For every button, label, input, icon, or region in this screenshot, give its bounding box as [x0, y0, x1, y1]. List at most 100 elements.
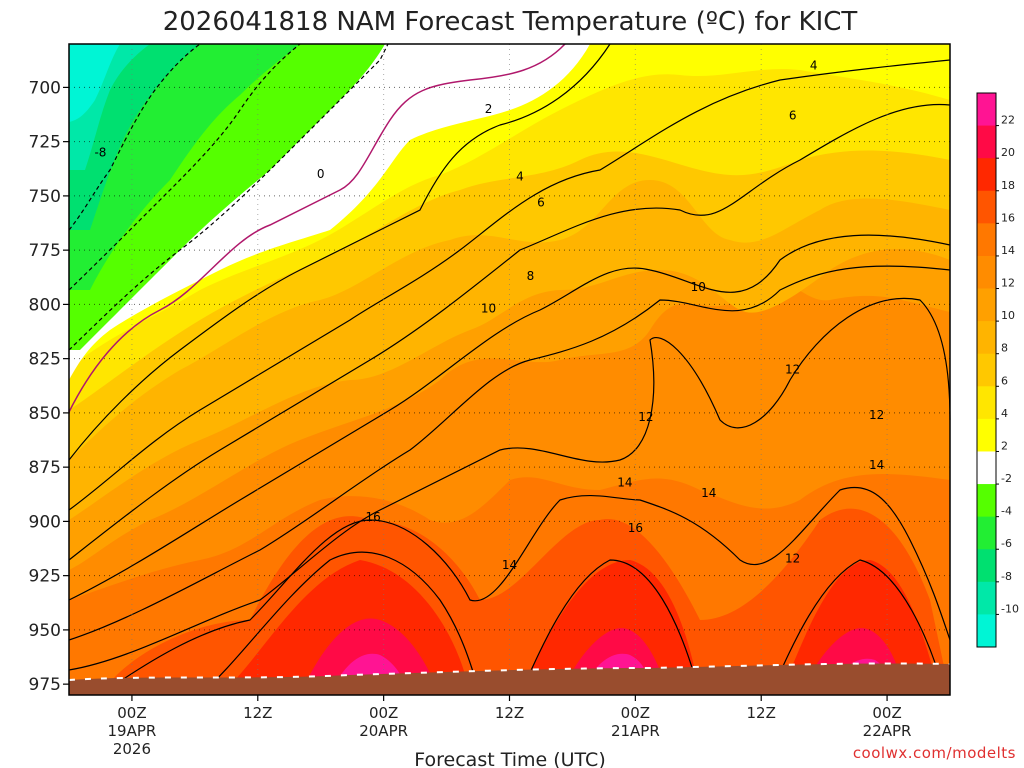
y-tick-label: 750	[29, 187, 61, 207]
y-tick-label: 800	[29, 295, 61, 315]
colorbar-label: 18	[1001, 179, 1015, 192]
colorbar-label: 16	[1001, 211, 1015, 224]
x-tick-label: 00Z	[621, 704, 650, 722]
colorbar-label: 8	[1001, 342, 1008, 355]
contour-label: 12	[785, 551, 800, 565]
y-tick-label: 875	[29, 458, 61, 478]
x-tick-label: 19APR	[108, 722, 157, 740]
contour-label: 14	[617, 475, 632, 489]
colorbar-swatch	[977, 223, 996, 257]
contour-neg4	[68, 43, 389, 351]
colorbar-label: -10	[1001, 602, 1019, 615]
x-tick-label: 12Z	[747, 704, 776, 722]
grid-lines	[69, 44, 950, 695]
x-tick-label: 22APR	[863, 722, 912, 740]
chart-title: 2026041818 NAM Forecast Temperature (ºC)…	[163, 7, 858, 37]
x-tick-label: 12Z	[495, 704, 524, 722]
x-axis-label: Forecast Time (UTC)	[414, 749, 605, 768]
y-tick-label: 775	[29, 241, 61, 261]
x-tick-label: 00Z	[369, 704, 398, 722]
colorbar-swatch	[977, 581, 996, 615]
x-tick-label: 21APR	[611, 722, 660, 740]
contour-label: 0	[317, 167, 325, 181]
colorbar-label: 12	[1001, 277, 1015, 290]
contour-label: 4	[810, 59, 818, 73]
colorbar-swatch	[977, 418, 996, 452]
x-tick-label: 12Z	[243, 704, 272, 722]
contour-label: 10	[481, 302, 496, 316]
contour-label: 14	[701, 486, 716, 500]
y-tick-label: 925	[29, 567, 61, 587]
contour-label: 16	[366, 510, 381, 524]
contour-label: 12	[785, 363, 800, 377]
colorbar-label: -6	[1001, 537, 1012, 550]
contour-label: 8	[527, 269, 535, 283]
y-tick-label: 700	[29, 78, 61, 98]
y-tick-label: 825	[29, 350, 61, 370]
colorbar-swatch	[977, 451, 996, 485]
contour-label: -8	[94, 146, 106, 160]
y-tick-label: 975	[29, 675, 61, 695]
colorbar-swatch	[977, 158, 996, 192]
contour-neg6	[68, 43, 301, 291]
y-tick-label: 725	[29, 133, 61, 153]
colorbar-label: 2	[1001, 439, 1008, 452]
colorbar-frame	[976, 92, 997, 648]
x-tick-label: 00Z	[872, 704, 901, 722]
credit-text: coolwx.com/modelts	[853, 744, 1016, 762]
x-tick-label: 00Z	[117, 704, 146, 722]
contour-label: 12	[869, 408, 884, 422]
contour-label: 16	[628, 521, 643, 535]
colorbar-swatch	[977, 93, 996, 127]
colorbar-swatch	[977, 353, 996, 387]
colorbar-swatch	[977, 255, 996, 290]
colorbar-label: 4	[1001, 407, 1008, 420]
colorbar-label: 14	[1001, 244, 1015, 257]
terrain	[69, 663, 950, 695]
contour-label: 6	[789, 109, 797, 123]
colorbar-swatch	[977, 288, 996, 322]
colorbar-label: 10	[1001, 309, 1015, 322]
plot-area	[68, 43, 951, 696]
y-tick-label: 950	[29, 621, 61, 641]
colorbar-label: -8	[1001, 570, 1012, 583]
contour-0	[68, 43, 566, 413]
colorbar-swatch	[977, 549, 996, 583]
colorbar-swatch	[977, 321, 996, 355]
colorbar-label: 22	[1001, 114, 1015, 127]
contour-14	[99, 486, 951, 696]
contour-label: 14	[502, 558, 517, 572]
contour-4	[68, 59, 951, 511]
contour-8	[68, 234, 951, 601]
colorbar-swatch	[977, 516, 996, 550]
colorbar-swatch	[977, 125, 996, 159]
contour-label: 14	[869, 458, 884, 472]
band-18-22	[300, 618, 905, 695]
contour-neg8	[68, 43, 201, 231]
contour-16	[199, 551, 946, 696]
y-axis: 700 725 750 775 800 825 850 875 900 925 950 975	[29, 78, 69, 695]
contour-10	[68, 265, 951, 641]
band-cold-core	[69, 44, 120, 122]
colorbar-swatch	[977, 484, 996, 518]
colorbar-label: -2	[1001, 472, 1012, 485]
colorbar-label: 6	[1001, 374, 1008, 387]
colorbar-label: -4	[1001, 505, 1012, 518]
contour-label: 2	[485, 102, 493, 116]
contour-label: 10	[691, 280, 706, 294]
contour-label: 4	[516, 169, 524, 183]
contour-12	[68, 298, 951, 671]
contour-label: 6	[537, 195, 545, 209]
colorbar-swatch	[977, 190, 996, 224]
y-tick-label: 900	[29, 512, 61, 532]
colorbar-swatch	[977, 614, 996, 648]
contour-2	[68, 43, 611, 461]
contour-lines	[68, 43, 951, 696]
x-tick-label: 2026	[113, 740, 151, 758]
colorbar-swatch	[977, 386, 996, 420]
y-tick-label: 850	[29, 404, 61, 424]
colorbar: 22 20 18 16 14 12 10 8 6 4 2 -2 -4 -6 -8 -10	[976, 92, 1019, 648]
